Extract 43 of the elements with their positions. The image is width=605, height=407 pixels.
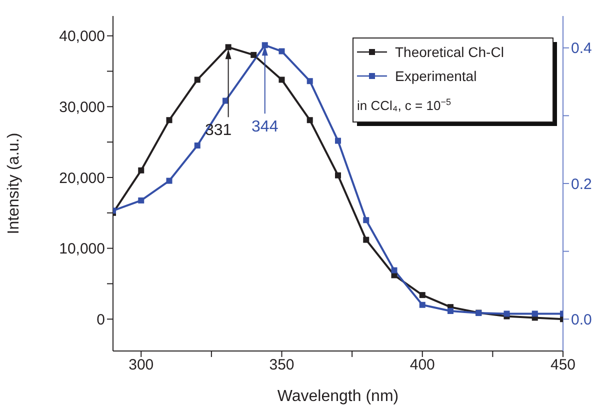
point: [166, 178, 172, 184]
y-tick-label: 10,000: [59, 240, 105, 258]
annotation: in CCl₄, c = 10$^{−5}$: [357, 97, 451, 113]
point: [194, 76, 200, 83]
x-tick-label: 350: [269, 356, 294, 374]
point: [532, 310, 538, 317]
point: [363, 217, 370, 224]
point: [166, 117, 172, 124]
point: [225, 44, 232, 50]
point: [278, 76, 285, 83]
point: [419, 292, 426, 298]
y2-tick-label: 0.4: [571, 40, 592, 58]
point: [194, 142, 200, 149]
x-tick-label: 400: [410, 356, 435, 374]
y-tick-label: 20,000: [59, 170, 105, 187]
annotation: 344: [252, 118, 278, 136]
y2-tick-label: 0.2: [571, 176, 592, 193]
point: [363, 236, 370, 243]
point: [306, 78, 313, 84]
y-tick-label: 0: [96, 311, 105, 328]
point: [222, 98, 228, 104]
point: [419, 302, 426, 308]
x-axis-title: Wavelength (nm): [277, 388, 399, 405]
point: [250, 52, 257, 58]
point: [262, 42, 268, 48]
point: [448, 308, 454, 314]
legend-label: Experimental: [395, 68, 477, 84]
point: [138, 167, 144, 174]
legend-label: Theoretical Ch-Cl: [395, 44, 504, 60]
y-tick-label: 30,000: [59, 98, 105, 116]
point: [335, 138, 341, 144]
point: [335, 172, 341, 178]
y2-tick-label: 0.0: [571, 311, 592, 328]
point: [306, 117, 313, 124]
point: [138, 197, 144, 204]
y-axis-title: Intensity (a.u.): [6, 132, 23, 234]
point: [391, 267, 398, 274]
x-tick-label: 450: [550, 356, 576, 374]
x-tick-label: 300: [128, 356, 154, 374]
point: [278, 48, 285, 54]
y-tick-label: 40,000: [59, 28, 105, 46]
annotation: 331: [204, 122, 232, 140]
point: [504, 310, 510, 317]
